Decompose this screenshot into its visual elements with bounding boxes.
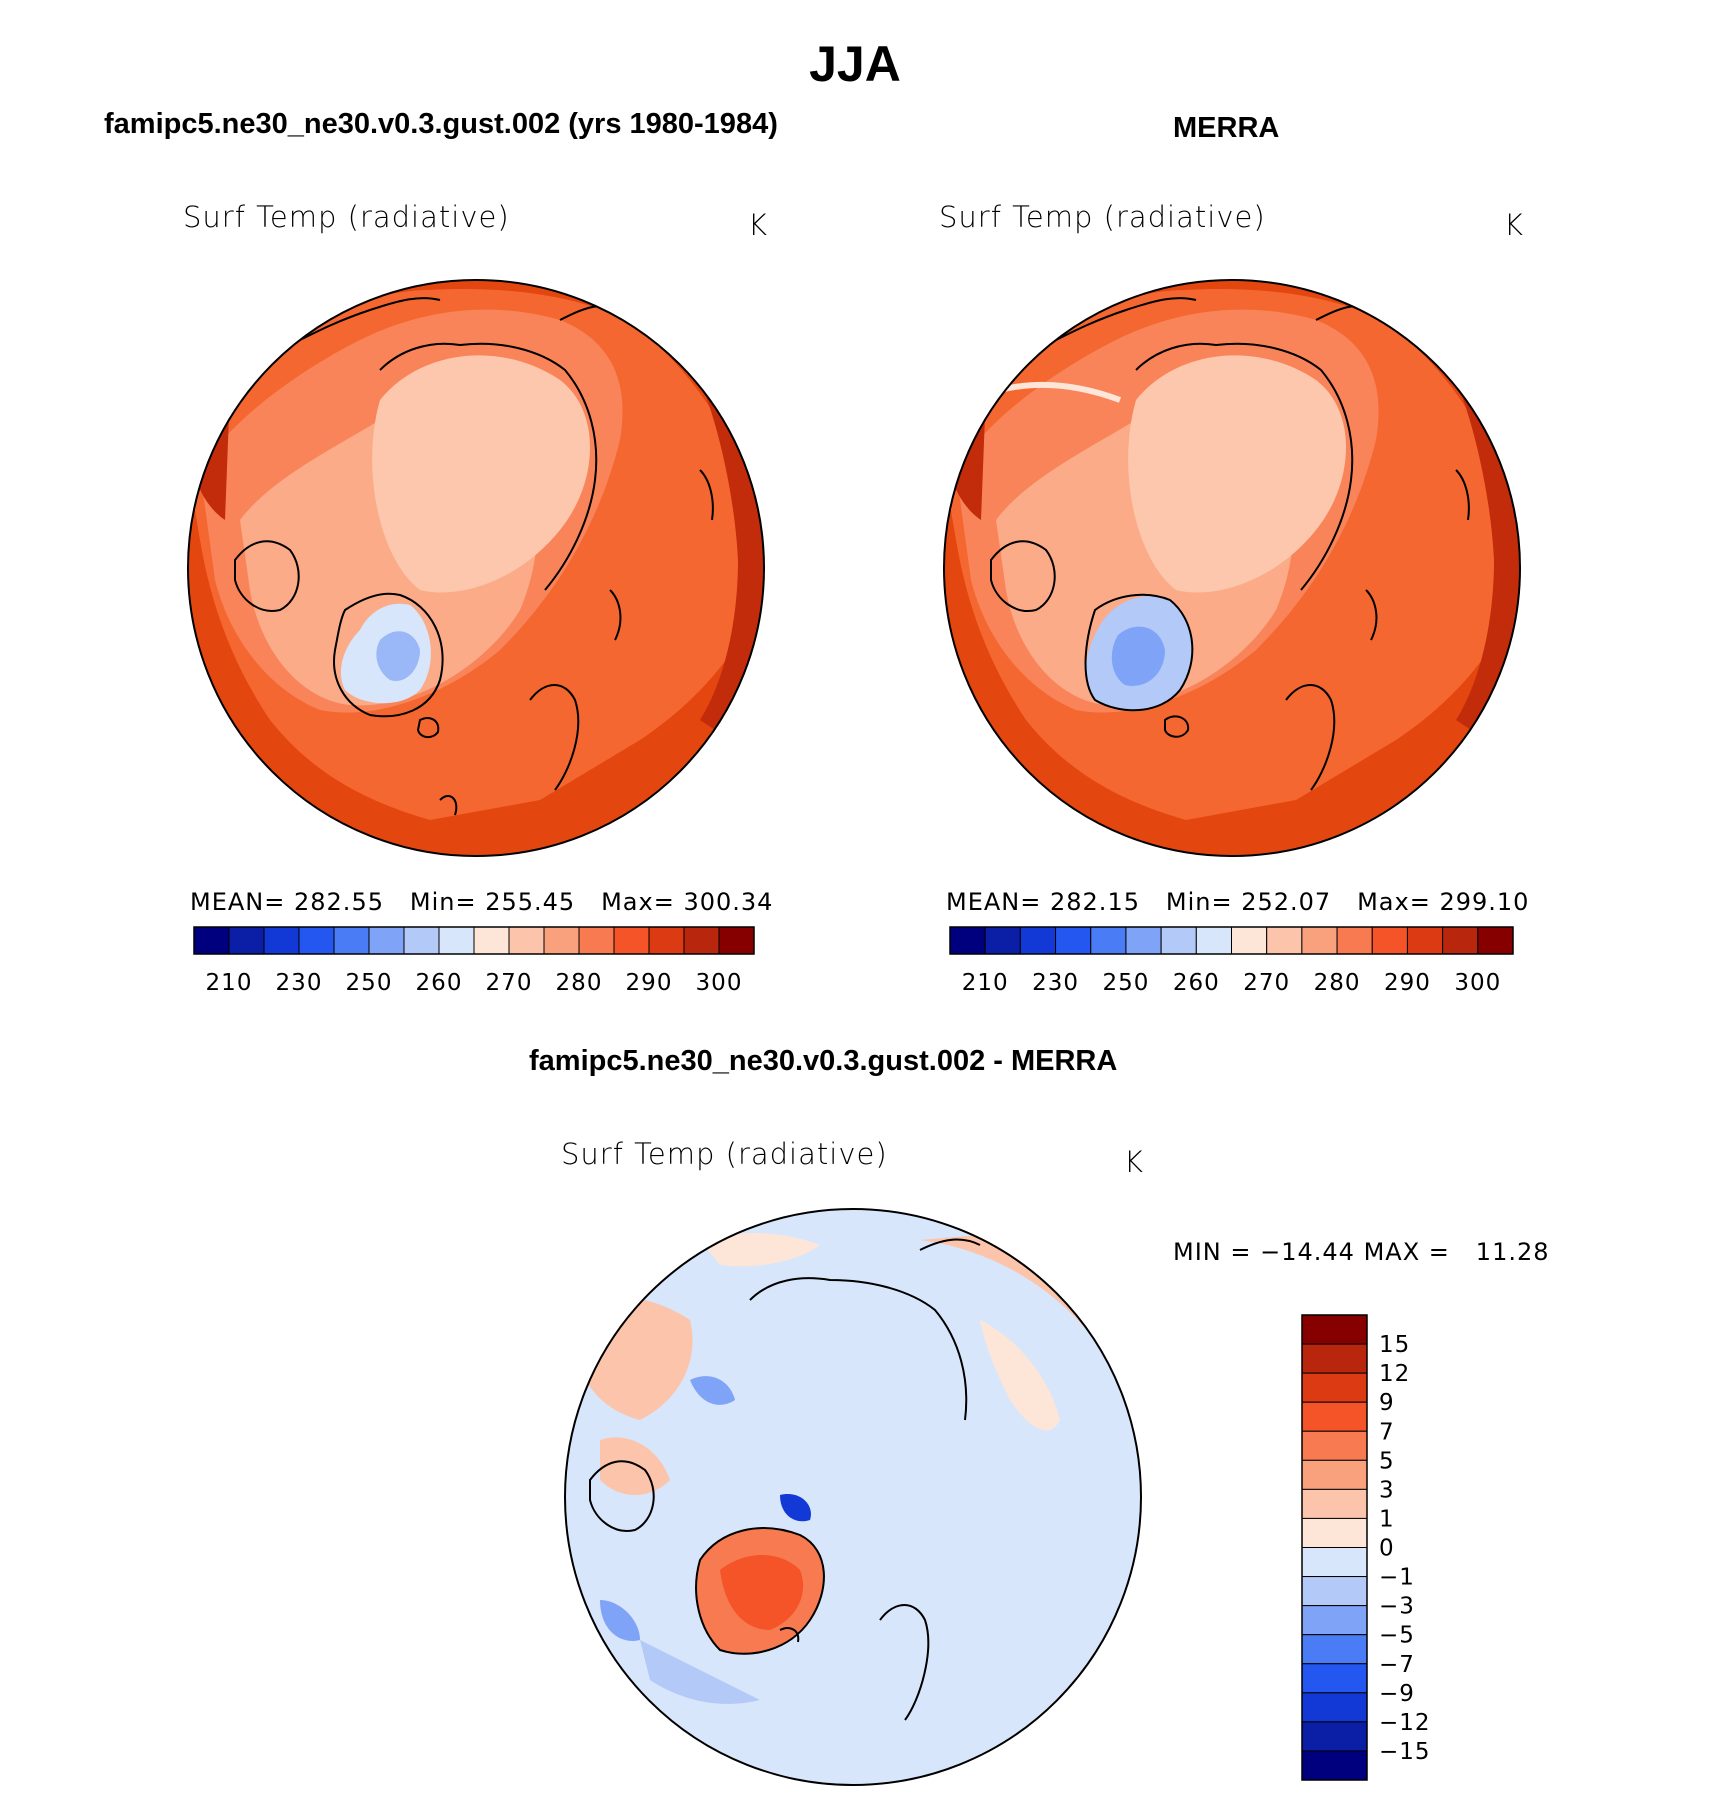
panel2-colorbar-label: 280 [1314,970,1361,996]
panel1-colorbar-box [193,926,230,955]
panel1-colorbar-box [368,926,405,955]
panel1-colorbar-box [718,926,755,955]
diff-colorbar-label: −7 [1379,1652,1415,1678]
panel1-title: famipc5.ne30_ne30.v0.3.gust.002 (yrs 198… [104,108,778,140]
panel2-colorbar-box [984,926,1021,955]
panel2-colorbar-label: 260 [1173,970,1220,996]
diff-colorbar-box [1301,1663,1368,1694]
diff-colorbar-label: 1 [1379,1506,1395,1532]
panel2-colorbar-label: 290 [1384,970,1431,996]
diff-colorbar-box [1301,1343,1368,1374]
panel1-colorbar-box [403,926,440,955]
panel1-colorbar-box [648,926,685,955]
panel2-colorbar-box [1019,926,1057,955]
diff-colorbar-box [1301,1372,1368,1403]
panel1-colorbar-box [683,926,720,955]
panel2-colorbar-label: 210 [962,970,1009,996]
panel2-colorbar-box [1125,926,1162,955]
panel1-colorbar-box [613,926,650,955]
panel1-variable: Surf Temp (radiative) [183,200,510,234]
panel2-colorbar-box [1090,926,1127,955]
panel1-colorbar-label: 290 [626,970,673,996]
panel2-variable: Surf Temp (radiative) [939,200,1266,234]
diff-colorbar-box [1301,1547,1368,1578]
diff-colorbar-box [1301,1314,1368,1345]
panel1-colorbar-box [578,926,615,955]
diff-colorbar-label: 15 [1379,1332,1410,1358]
panel2-colorbar-box [1406,926,1444,955]
panel1-colorbar-box [298,926,335,955]
diff-colorbar-box [1301,1605,1368,1636]
diff-colorbar-box [1301,1576,1368,1607]
panel1-colorbar-label: 260 [416,970,463,996]
panel2-colorbar-box [1336,926,1373,955]
diff-colorbar-box [1301,1430,1368,1461]
diff-colorbar-box [1301,1401,1368,1432]
panel2-colorbar-label: 230 [1032,970,1079,996]
panel2-colorbar-box [1477,926,1514,955]
panel2-stats: MEAN= 282.15 Min= 252.07 Max= 299.10 [946,888,1530,916]
figure-title: JJA [809,36,901,92]
panel2-colorbar-box [1231,926,1268,955]
panel2-colorbar-box [1160,926,1197,955]
diff-colorbar-label: 9 [1379,1390,1395,1416]
panel2-colorbar-label: 270 [1243,970,1290,996]
diff-colorbar-label: −3 [1379,1594,1415,1620]
panel2-colorbar-label: 250 [1102,970,1149,996]
panel2-colorbar-label: 300 [1454,970,1501,996]
panel1-units: K [748,208,769,242]
panel1-colorbar-box [333,926,370,955]
diff-colorbar-label: 7 [1379,1419,1395,1445]
panel2-title: MERRA [1173,112,1280,144]
panel2-colorbar-box [949,926,986,955]
diff-colorbar-box [1301,1634,1368,1665]
panel1-colorbar-box [438,926,475,955]
diff-colorbar-box [1301,1459,1368,1490]
panel2-colorbar-box [1442,926,1479,955]
diff-colorbar-label: 3 [1379,1477,1395,1503]
panel1-colorbar-label: 210 [206,970,253,996]
panel2-colorbar-box [1301,926,1338,955]
panel1-colorbar-box [543,926,580,955]
panel1-colorbar-box [508,926,545,955]
diff-colorbar-box [1301,1488,1368,1519]
panel1-colorbar-label: 270 [486,970,533,996]
panel1-colorbar-label: 280 [556,970,603,996]
diff-variable: Surf Temp (radiative) [561,1137,888,1171]
panel1-colorbar-box [473,926,510,955]
diff-colorbar-box [1301,1692,1368,1723]
panel2-colorbar-box [1371,926,1408,955]
panel1-colorbar-label: 250 [346,970,393,996]
panel2-colorbar-box [1266,926,1303,955]
panel1-stats: MEAN= 282.55 Min= 255.45 Max= 300.34 [190,888,774,916]
diff-colorbar-label: 12 [1379,1361,1410,1387]
panel2-colorbar-box [1195,926,1232,955]
diff-colorbar-box [1301,1721,1368,1752]
panel1-colorbar-label: 230 [276,970,323,996]
diff-colorbar-label: 0 [1379,1536,1395,1562]
panel2-units: K [1504,208,1525,242]
diff-colorbar-label: −15 [1379,1739,1431,1765]
diff-colorbar-label: −5 [1379,1623,1415,1649]
diff-colorbar-label: −12 [1379,1710,1431,1736]
diff-colorbar-label: −1 [1379,1565,1415,1591]
diff-colorbar-box [1301,1750,1368,1781]
panel1-colorbar-box [263,926,300,955]
diff-title: famipc5.ne30_ne30.v0.3.gust.002 - MERRA [529,1045,1118,1077]
panel1-colorbar-box [228,926,265,955]
diff-colorbar-label: −9 [1379,1681,1415,1707]
diff-units: K [1124,1145,1145,1179]
diff-minmax: MIN = −14.44 MAX = 11.28 [1173,1238,1550,1266]
panel2-colorbar-box [1055,926,1092,955]
panel1-colorbar-label: 300 [696,970,743,996]
diff-colorbar-box [1301,1517,1368,1548]
diff-colorbar-label: 5 [1379,1448,1395,1474]
